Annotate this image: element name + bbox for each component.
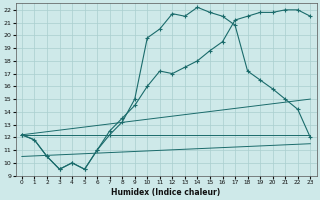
X-axis label: Humidex (Indice chaleur): Humidex (Indice chaleur) — [111, 188, 221, 197]
